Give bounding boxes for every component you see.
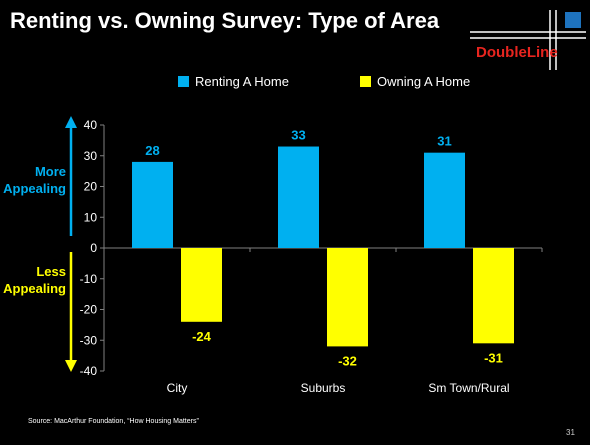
legend-swatch-renting: [178, 76, 189, 87]
legend-label-renting: Renting A Home: [195, 74, 289, 89]
y-tick-label: -40: [80, 364, 98, 378]
y-tick-label: -10: [80, 272, 98, 286]
x-category-label: City: [167, 381, 188, 395]
data-label: 28: [145, 143, 159, 158]
doubleline-logo: DoubleLine: [470, 10, 586, 70]
page-number: 31: [566, 428, 575, 437]
down-arrow-icon: [65, 360, 77, 372]
y-tick-label: -20: [80, 303, 98, 317]
legend-swatch-owning: [360, 76, 371, 87]
logo-graphic: [470, 10, 586, 70]
bar-renting: [424, 152, 465, 248]
source-note: Source: MacArthur Foundation, “How Housi…: [28, 418, 199, 425]
legend-label-owning: Owning A Home: [377, 74, 471, 89]
bar-owning: [473, 248, 514, 344]
data-label: -31: [484, 350, 503, 365]
up-arrow-icon: [65, 116, 77, 128]
legend-item-owning: Owning A Home: [360, 74, 470, 89]
legend-item-renting: Renting A Home: [178, 74, 289, 89]
x-category-label: Suburbs: [301, 381, 346, 395]
y-tick-label: 20: [84, 180, 98, 194]
less-appealing-label: Less Appealing: [3, 264, 66, 296]
bar-owning: [327, 248, 368, 347]
bar-renting: [278, 146, 319, 248]
data-label: -32: [338, 353, 357, 368]
y-tick-label: 30: [84, 149, 98, 163]
bar-renting: [132, 161, 173, 248]
y-tick-label: 0: [90, 241, 97, 255]
data-label: 31: [437, 134, 451, 149]
x-category-label: Sm Town/Rural: [428, 381, 509, 395]
y-tick-label: 10: [84, 210, 98, 224]
slide-title: Renting vs. Owning Survey: Type of Area: [10, 8, 440, 33]
logo-wordmark: DoubleLine: [476, 44, 558, 61]
data-label: 33: [291, 128, 305, 143]
y-tick-label: -30: [80, 333, 98, 347]
data-label: -24: [192, 329, 212, 344]
chart-legend: Renting A Home Owning A Home: [0, 74, 590, 94]
more-appealing-label: More Appealing: [3, 164, 66, 196]
y-tick-label: 40: [84, 118, 98, 132]
bar-owning: [181, 248, 222, 322]
